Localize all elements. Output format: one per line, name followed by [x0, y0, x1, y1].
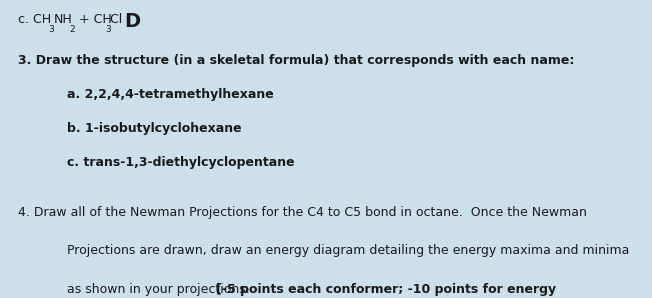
Text: + CH: + CH — [75, 13, 111, 27]
Text: as shown in your projections.: as shown in your projections. — [67, 283, 258, 296]
Text: 2: 2 — [70, 25, 76, 34]
Text: c. CH: c. CH — [18, 13, 52, 27]
Text: 4. Draw all of the Newman Projections for the C4 to C5 bond in octane.  Once the: 4. Draw all of the Newman Projections fo… — [18, 206, 587, 219]
Text: Projections are drawn, draw an energy diagram detailing the energy maxima and mi: Projections are drawn, draw an energy di… — [67, 244, 630, 257]
Text: 3. Draw the structure (in a skeletal formula) that corresponds with each name:: 3. Draw the structure (in a skeletal for… — [18, 54, 574, 67]
Text: c. trans-1,3-diethylcyclopentane: c. trans-1,3-diethylcyclopentane — [67, 156, 295, 170]
Text: a. 2,2,4,4-tetramethylhexane: a. 2,2,4,4-tetramethylhexane — [67, 88, 274, 101]
Text: NH: NH — [54, 13, 73, 27]
Text: [-5 points each conformer; -10 points for energy: [-5 points each conformer; -10 points fo… — [216, 283, 556, 296]
Text: 3: 3 — [105, 25, 111, 34]
Text: 3: 3 — [48, 25, 54, 34]
Text: Cl: Cl — [110, 13, 126, 27]
Text: b. 1-isobutylcyclohexane: b. 1-isobutylcyclohexane — [67, 122, 242, 135]
Text: D: D — [124, 12, 140, 31]
